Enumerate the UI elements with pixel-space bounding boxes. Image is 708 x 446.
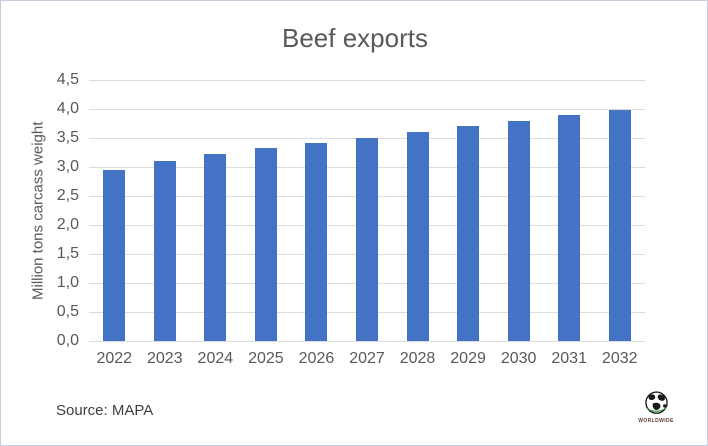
y-tick-label: 3,5 bbox=[56, 129, 79, 146]
bar-2028 bbox=[406, 132, 429, 341]
x-tick-label: 2028 bbox=[399, 350, 436, 367]
y-tick-label: 3,0 bbox=[56, 158, 79, 175]
gridline bbox=[89, 109, 645, 110]
x-tick-label: 2032 bbox=[601, 350, 638, 367]
chart-title: Beef exports bbox=[282, 23, 428, 53]
y-axis-ticks: 0,0 0,5 1,0 1,5 2,0 2,5 3,0 3,5 4,0 4,5 bbox=[1, 72, 79, 349]
logo-text: WORLDWIDE bbox=[638, 418, 674, 424]
bar-2022 bbox=[103, 169, 126, 341]
source-label: Source: MAPA bbox=[56, 402, 154, 419]
x-tick-label: 2024 bbox=[197, 350, 234, 367]
bar-2027 bbox=[356, 138, 378, 341]
x-tick-label: 2029 bbox=[450, 350, 486, 367]
bar-2030 bbox=[507, 120, 530, 341]
x-tick-label: 2023 bbox=[147, 350, 183, 367]
x-tick-label: 2022 bbox=[96, 350, 133, 367]
y-tick-label: 4,5 bbox=[56, 71, 79, 88]
y-tick-label: 0,5 bbox=[56, 303, 79, 320]
plot-area: 2022 2023 2024 2025 2026 2027 2028 2029 2030 2031… bbox=[89, 80, 645, 367]
gridline bbox=[89, 80, 645, 81]
gridline bbox=[89, 341, 645, 342]
bar-2029 bbox=[457, 126, 480, 341]
x-tick-label: 2027 bbox=[349, 350, 385, 367]
y-tick-label: 1,5 bbox=[56, 245, 79, 262]
y-tick-label: 4,0 bbox=[56, 100, 79, 117]
logo: WORLDWIDE bbox=[633, 390, 679, 424]
x-tick-label: 2025 bbox=[248, 350, 284, 367]
bar-2024 bbox=[204, 153, 227, 341]
x-tick-label: 2026 bbox=[298, 350, 335, 367]
bar-2032 bbox=[608, 110, 631, 341]
globe-icon bbox=[644, 391, 668, 414]
y-tick-label: 1,0 bbox=[56, 274, 79, 291]
x-tick-label: 2030 bbox=[500, 350, 537, 367]
bar-2031 bbox=[558, 114, 581, 341]
bar-2026 bbox=[305, 142, 328, 341]
bar-2025 bbox=[254, 148, 277, 341]
y-tick-label: 2,0 bbox=[56, 216, 79, 233]
y-tick-label: 2,5 bbox=[56, 187, 79, 204]
x-tick-label: 2031 bbox=[551, 350, 587, 367]
y-tick-label: 0,0 bbox=[56, 332, 79, 349]
bar-2023 bbox=[153, 161, 176, 341]
